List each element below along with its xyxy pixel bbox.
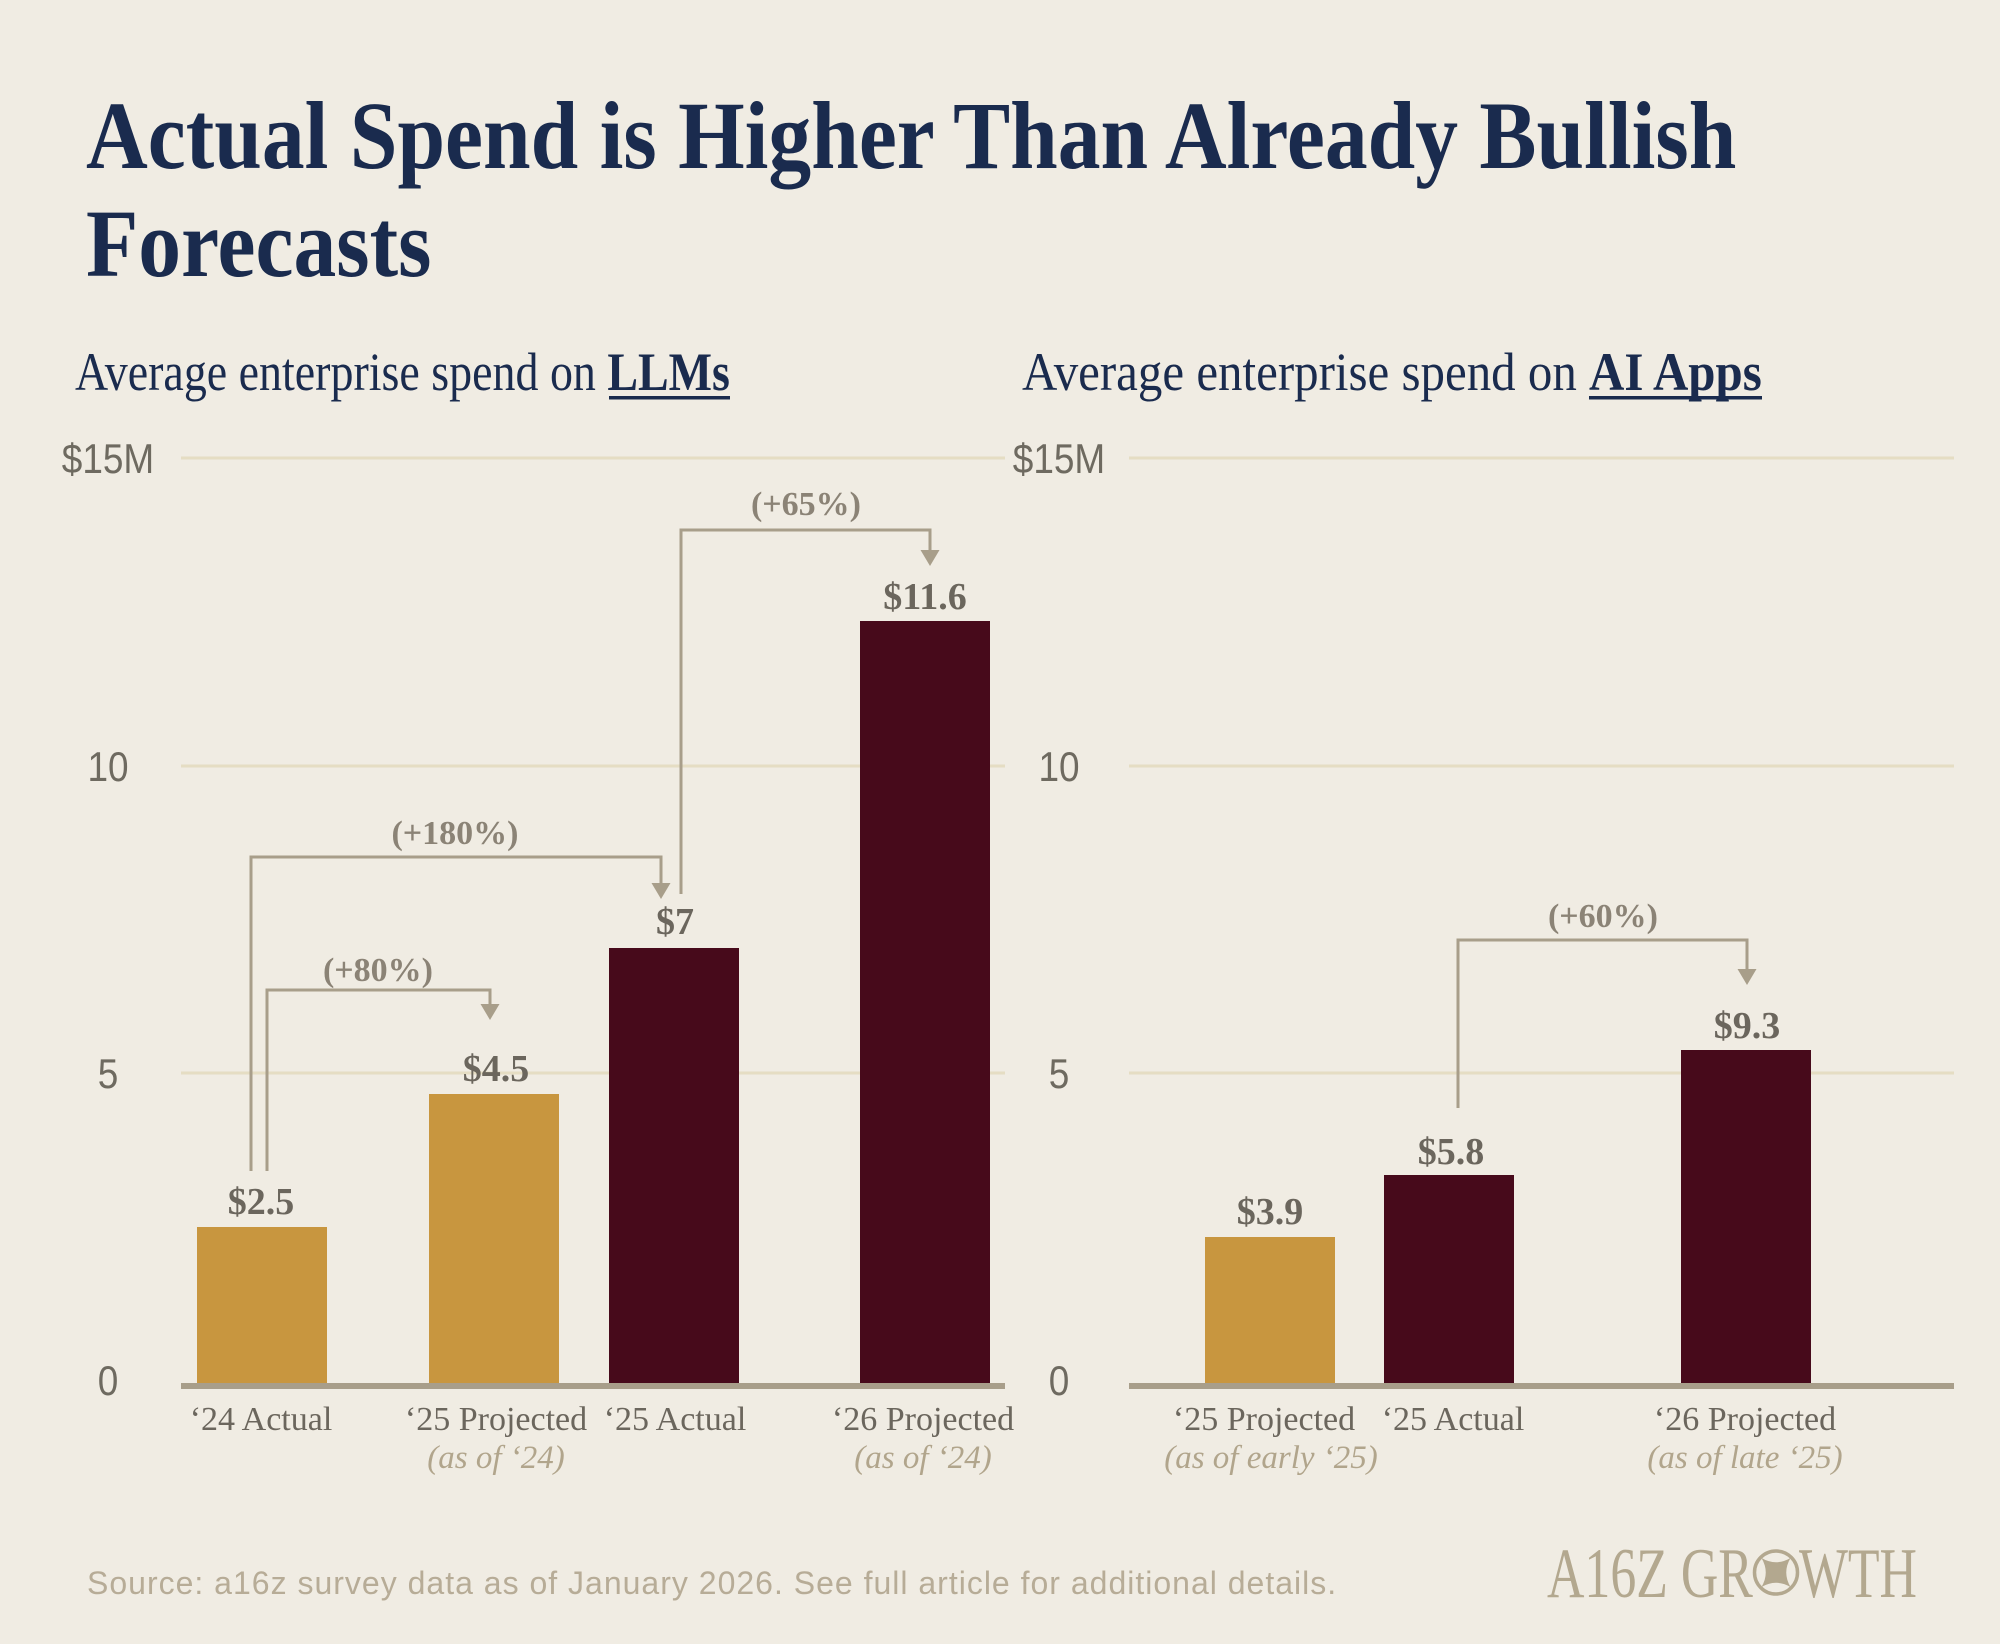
svg-text:(+80%): (+80%) [323,952,433,989]
svg-text:$2.5: $2.5 [228,1181,295,1223]
svg-text:(as of late ‘25): (as of late ‘25) [1647,1440,1842,1476]
svg-text:WTH: WTH [1799,1535,1917,1613]
svg-text:$9.3: $9.3 [1714,1005,1781,1047]
svg-text:‘25 Projected: ‘25 Projected [1173,1401,1355,1438]
svg-text:A16Z GR: A16Z GR [1547,1535,1753,1613]
svg-text:$3.9: $3.9 [1237,1191,1304,1233]
svg-text:‘26 Projected: ‘26 Projected [1654,1401,1836,1438]
svg-text:Actual Spend is Higher Than Al: Actual Spend is Higher Than Already Bull… [86,82,1736,189]
svg-text:Average enterprise spend on LL: Average enterprise spend on LLMs [75,342,730,402]
svg-text:(as of early ‘25): (as of early ‘25) [1164,1440,1378,1476]
svg-text:Forecasts: Forecasts [86,190,431,297]
svg-text:(+65%): (+65%) [751,486,861,523]
svg-text:(as of ‘24): (as of ‘24) [854,1440,991,1476]
svg-text:(+180%): (+180%) [391,815,518,852]
svg-text:Average enterprise spend on AI: Average enterprise spend on AI Apps [1022,343,1762,403]
svg-text:$5.8: $5.8 [1418,1131,1485,1173]
svg-text:0: 0 [1049,1358,1070,1405]
svg-text:$4.5: $4.5 [463,1048,530,1090]
svg-text:$15M: $15M [62,436,154,483]
svg-text:5: 5 [98,1051,119,1098]
svg-text:‘25 Actual: ‘25 Actual [1382,1401,1525,1438]
svg-text:10: 10 [1038,744,1079,791]
svg-text:Source: a16z survey data as of: Source: a16z survey data as of January 2… [87,1565,1337,1601]
svg-text:‘25 Projected: ‘25 Projected [405,1401,587,1438]
svg-text:(+60%): (+60%) [1548,898,1658,935]
svg-text:5: 5 [1049,1051,1070,1098]
svg-text:‘24 Actual: ‘24 Actual [190,1401,333,1438]
svg-text:$11.6: $11.6 [883,576,966,618]
svg-text:(as of ‘24): (as of ‘24) [427,1440,564,1476]
svg-text:‘26 Projected: ‘26 Projected [832,1401,1014,1438]
svg-text:$7: $7 [656,901,694,943]
svg-text:0: 0 [98,1358,119,1405]
svg-text:10: 10 [87,744,128,791]
svg-text:$15M: $15M [1013,436,1105,483]
svg-text:‘25 Actual: ‘25 Actual [604,1401,747,1438]
